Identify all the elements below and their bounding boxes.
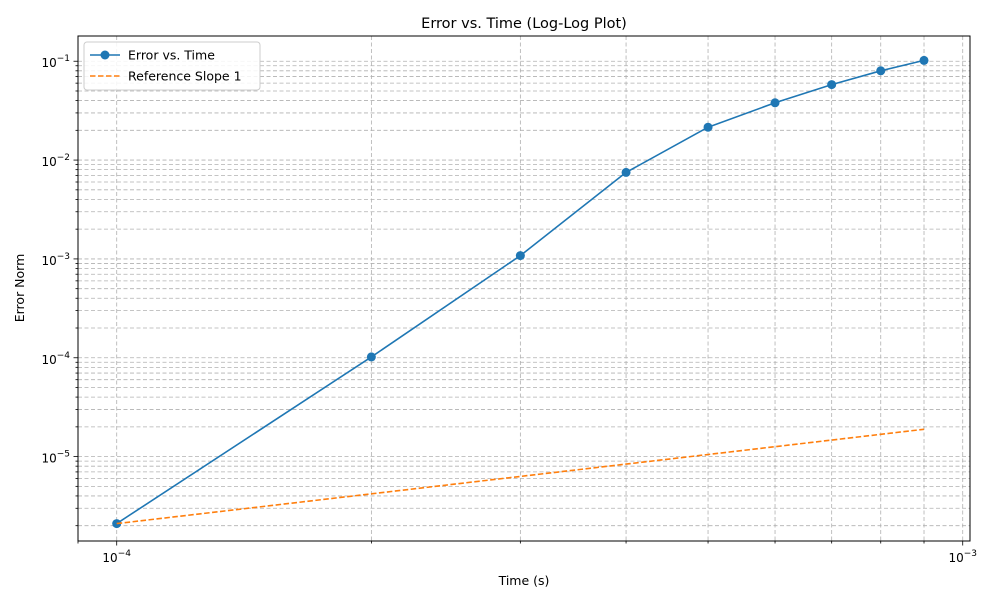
data-point-error-vs-time xyxy=(515,251,525,261)
data-point-error-vs-time xyxy=(876,66,886,76)
legend-label-reference-slope: Reference Slope 1 xyxy=(128,69,242,84)
ticks-layer: 10−4 10−3 10−5 10−4 10−3 10−2 10−1 xyxy=(41,54,977,565)
series-line-reference-slope-1 xyxy=(116,428,925,525)
y-tick-label: 10−3 xyxy=(41,252,70,268)
y-tick-label: 10−1 xyxy=(41,54,70,70)
data-point-error-vs-time xyxy=(919,55,929,65)
y-tick-label: 10−2 xyxy=(41,153,70,169)
data-point-error-vs-time xyxy=(621,167,631,177)
grid-layer xyxy=(77,36,970,541)
chart-title: Error vs. Time (Log-Log Plot) xyxy=(421,16,627,32)
x-tick-label: 10−3 xyxy=(948,549,977,565)
data-point-error-vs-time xyxy=(827,80,837,90)
data-point-error-vs-time xyxy=(366,352,376,362)
data-point-error-vs-time xyxy=(703,122,713,132)
y-tick-label: 10−5 xyxy=(41,450,70,466)
data-point-error-vs-time xyxy=(770,98,780,108)
legend-label-error-vs-time: Error vs. Time xyxy=(128,48,215,63)
legend-marker-error-vs-time xyxy=(100,50,110,60)
y-tick-label: 10−4 xyxy=(41,351,70,367)
y-axis-label: Error Norm xyxy=(12,254,27,323)
series-layer xyxy=(112,55,929,529)
legend-box xyxy=(83,41,261,91)
legend: Error vs. Time Reference Slope 1 xyxy=(83,41,261,91)
x-tick-label: 10−4 xyxy=(102,549,131,565)
x-axis-label: Time (s) xyxy=(498,573,550,588)
